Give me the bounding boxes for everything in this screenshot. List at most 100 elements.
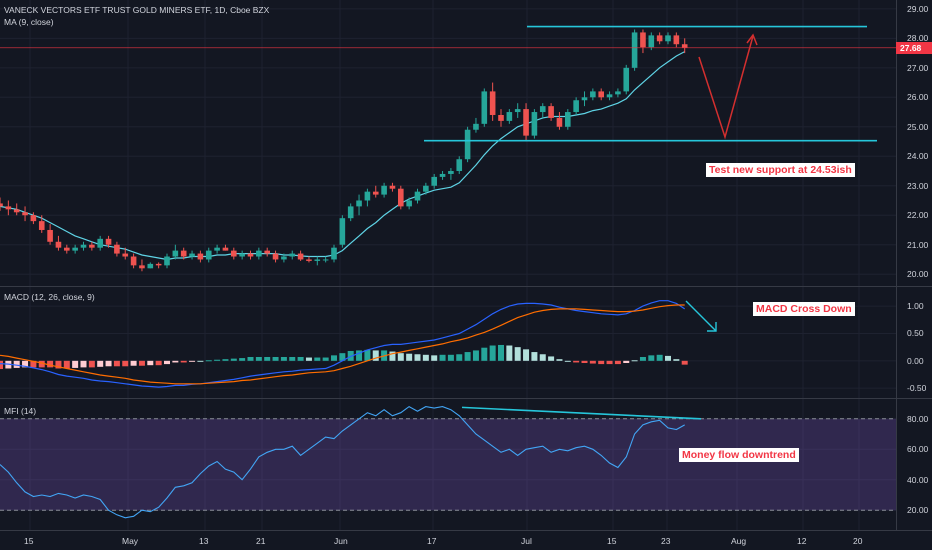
- candle: [523, 103, 529, 142]
- candle: [556, 112, 563, 130]
- macd-histogram-bar: [214, 359, 221, 361]
- y-tick-label: 1.00: [907, 301, 924, 312]
- candle: [406, 197, 412, 210]
- candle-body: [481, 91, 488, 124]
- candle: [439, 171, 446, 180]
- projection-path: [698, 35, 754, 140]
- candle: [130, 253, 137, 269]
- candle-body: [30, 215, 37, 222]
- candle-body: [681, 44, 688, 48]
- macd-histogram-bar: [598, 360, 605, 365]
- candle: [573, 97, 579, 115]
- macd-histogram-bar: [305, 357, 312, 361]
- candle: [180, 247, 187, 260]
- candle-body: [498, 114, 504, 121]
- support-annotation: Test new support at 24.53ish: [706, 163, 855, 177]
- macd-histogram-bar: [13, 360, 20, 368]
- candle: [381, 182, 387, 198]
- macd-histogram-bar: [322, 357, 329, 361]
- candle-body: [598, 91, 604, 98]
- macd-histogram-bar: [247, 356, 254, 361]
- macd-histogram-bar: [447, 354, 454, 361]
- candle: [590, 88, 596, 101]
- macd-histogram-bar: [514, 347, 521, 361]
- candle-body: [506, 112, 513, 121]
- candle: [398, 185, 404, 210]
- candle: [97, 235, 103, 251]
- macd-indicator-label: MACD (12, 26, close, 9): [4, 292, 95, 302]
- candle: [640, 29, 646, 54]
- macd-histogram-bar: [205, 360, 212, 362]
- candle-body: [531, 112, 538, 136]
- macd-histogram-bar: [0, 360, 3, 370]
- macd-histogram-bar: [230, 358, 237, 361]
- macd-histogram-bar: [581, 360, 588, 364]
- macd-histogram-bar: [681, 360, 688, 365]
- candle-body: [648, 35, 655, 48]
- candle: [648, 32, 655, 51]
- candle: [581, 91, 588, 107]
- candle-body: [322, 259, 329, 261]
- candle: [481, 88, 488, 127]
- candle: [30, 212, 37, 225]
- candle-body: [147, 263, 154, 269]
- macd-histogram-bar: [147, 360, 154, 366]
- candle-body: [172, 250, 179, 257]
- candle-body: [573, 100, 579, 113]
- candle: [623, 64, 630, 95]
- candle: [47, 224, 53, 245]
- x-tick-label: Jun: [334, 536, 348, 546]
- candle-body: [673, 35, 680, 45]
- candle: [656, 32, 663, 45]
- candle-body: [239, 253, 245, 257]
- macd-histogram-bar: [531, 352, 538, 361]
- candle: [13, 203, 20, 216]
- drawings: [0, 25, 896, 420]
- candle-body: [180, 250, 187, 257]
- candle: [665, 32, 671, 45]
- macd-histogram-bar: [506, 345, 513, 361]
- macd-histogram-bar: [489, 345, 496, 361]
- candle-body: [0, 203, 3, 207]
- y-tick-label: 26.00: [907, 92, 929, 103]
- candle: [139, 259, 145, 272]
- candle-body: [205, 250, 212, 260]
- macd-histogram-bar: [164, 360, 170, 365]
- candle: [539, 103, 546, 118]
- candle-body: [523, 109, 529, 136]
- candle-body: [164, 256, 170, 266]
- candle-body: [631, 32, 638, 68]
- macd-histogram-bar: [239, 358, 246, 361]
- macd-histogram-bar: [539, 354, 546, 361]
- candle: [498, 109, 504, 127]
- candle: [339, 215, 346, 248]
- macd-histogram-bar: [63, 360, 70, 369]
- candle-body: [372, 191, 379, 195]
- candle: [256, 247, 262, 260]
- macd-histogram-bar: [439, 354, 446, 361]
- macd-histogram-bar: [314, 357, 321, 361]
- candle-body: [347, 206, 354, 219]
- macd-histogram-bar: [356, 350, 363, 361]
- pane-separators: [0, 0, 932, 531]
- candle-body: [38, 221, 45, 230]
- candle-body: [590, 91, 596, 98]
- macd-histogram-bar: [38, 360, 45, 368]
- candle: [214, 244, 220, 254]
- y-tick-label: 23.00: [907, 180, 929, 191]
- candle-body: [548, 106, 554, 118]
- x-tick-label: Aug: [731, 536, 747, 546]
- x-tick-label: 23: [661, 536, 671, 546]
- macd-histogram-bar: [648, 355, 655, 361]
- candle-body: [565, 112, 571, 127]
- macd-histogram-bar: [472, 350, 479, 361]
- candle: [164, 253, 170, 269]
- candle: [38, 215, 45, 233]
- candle: [239, 250, 245, 260]
- macd-histogram-bar: [80, 360, 87, 368]
- price-candles: [0, 29, 688, 272]
- y-tick-label: 24.00: [907, 151, 929, 162]
- candle-body: [155, 263, 162, 266]
- macd-histogram-bar: [339, 353, 346, 361]
- candle-body: [281, 256, 287, 260]
